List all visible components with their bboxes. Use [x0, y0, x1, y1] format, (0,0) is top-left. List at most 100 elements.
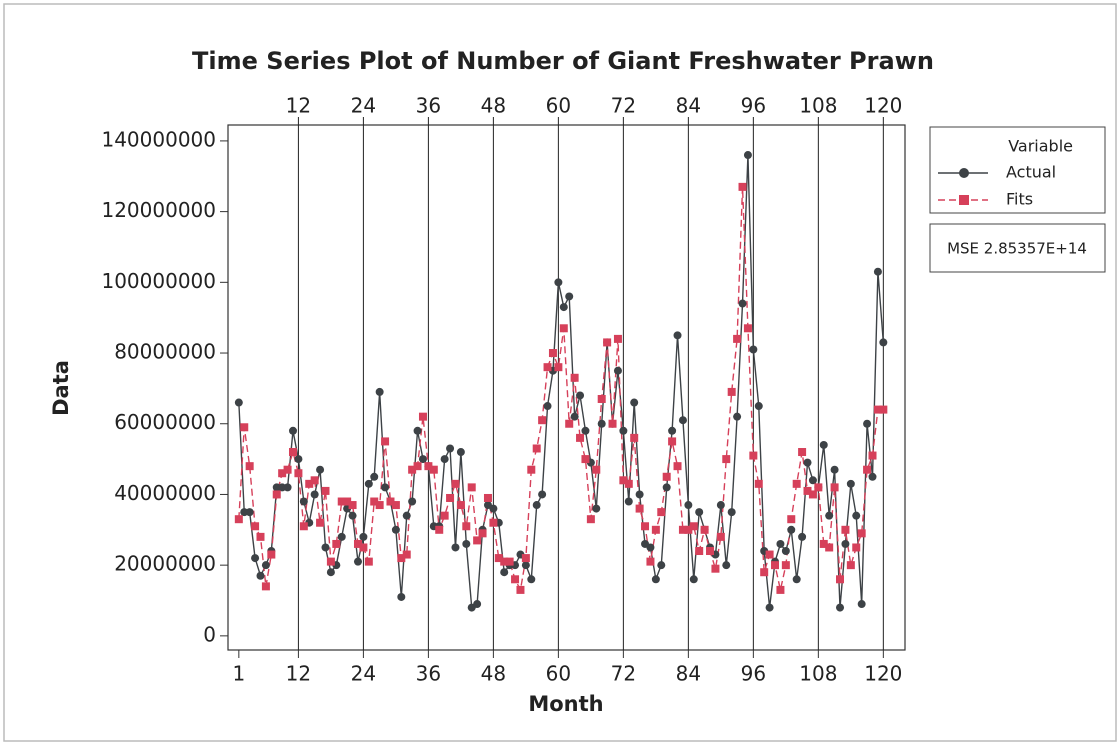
- fit-marker: [256, 532, 265, 541]
- fit-marker: [700, 525, 709, 534]
- fit-marker: [754, 479, 763, 488]
- actual-marker: [543, 402, 552, 411]
- fit-marker: [429, 465, 438, 474]
- y-tick-label: 140000000: [101, 127, 216, 151]
- fit-marker: [261, 582, 270, 591]
- fit-marker: [375, 501, 384, 510]
- actual-marker: [743, 151, 752, 160]
- actual-marker: [245, 508, 254, 517]
- fit-marker: [852, 543, 861, 552]
- fit-marker: [836, 575, 845, 584]
- actual-marker: [727, 508, 736, 517]
- actual-marker: [749, 345, 758, 354]
- fit-marker: [743, 324, 752, 333]
- fit-marker: [554, 363, 563, 372]
- actual-marker: [781, 547, 790, 556]
- fit-marker: [272, 490, 281, 499]
- x-tick-label: 1: [232, 662, 245, 686]
- fit-marker: [673, 462, 682, 471]
- actual-marker: [662, 483, 671, 492]
- fit-marker: [489, 518, 498, 527]
- y-tick-label: 20000000: [114, 552, 216, 576]
- fit-marker: [332, 539, 341, 548]
- fit-marker: [711, 564, 720, 573]
- x2-tick-label: 24: [351, 94, 376, 118]
- actual-marker: [353, 557, 362, 566]
- actual-marker: [678, 416, 687, 425]
- actual-marker: [288, 426, 297, 435]
- fit-marker: [565, 419, 574, 428]
- fit-marker: [776, 585, 785, 594]
- legend-label: Fits: [1006, 190, 1033, 209]
- x-tick-label: 48: [481, 662, 506, 686]
- actual-marker: [473, 600, 482, 609]
- fit-marker: [543, 363, 552, 372]
- fit-marker: [722, 455, 731, 464]
- actual-marker: [446, 444, 455, 453]
- fit-marker: [879, 405, 888, 414]
- fit-marker: [451, 479, 460, 488]
- fit-marker: [684, 525, 693, 534]
- annotation-box: [929, 223, 1106, 273]
- fit-marker: [662, 472, 671, 481]
- actual-marker: [391, 525, 400, 534]
- fit-marker: [657, 508, 666, 517]
- x-tick-label: 84: [676, 662, 701, 686]
- x-tick-label: 108: [799, 662, 837, 686]
- fit-marker: [408, 465, 417, 474]
- fit-marker: [771, 561, 780, 570]
- fit-marker: [299, 522, 308, 531]
- x2-tick-label: 96: [741, 94, 766, 118]
- actual-marker: [527, 575, 536, 584]
- fit-marker: [873, 405, 882, 414]
- fit-marker: [402, 550, 411, 559]
- x-tick-label: 96: [741, 662, 766, 686]
- actual-marker: [359, 532, 368, 541]
- actual-marker: [716, 501, 725, 510]
- fit-marker: [760, 568, 769, 577]
- fit-marker: [305, 479, 314, 488]
- legend-title: Variable: [1008, 137, 1073, 156]
- fit-marker: [288, 448, 297, 457]
- fit-marker: [353, 539, 362, 548]
- actual-marker: [462, 539, 471, 548]
- actual-marker: [765, 603, 774, 612]
- fit-marker: [245, 462, 254, 471]
- fit-marker: [559, 324, 568, 333]
- chart-title: Time Series Plot of Number of Giant Fres…: [192, 47, 934, 75]
- x2-tick-label: 60: [546, 94, 571, 118]
- plot-frame: [227, 124, 906, 651]
- x-tick-label: 72: [611, 662, 636, 686]
- fit-marker: [581, 455, 590, 464]
- actual-marker: [489, 504, 498, 513]
- fit-marker: [278, 469, 287, 478]
- actual-marker: [868, 472, 877, 481]
- actual-marker: [299, 497, 308, 506]
- actual-marker: [689, 575, 698, 584]
- fit-marker: [846, 561, 855, 570]
- fit-marker: [608, 419, 617, 428]
- actual-marker: [673, 331, 682, 340]
- x2-tick-label: 48: [481, 94, 506, 118]
- actual-marker: [256, 571, 265, 580]
- actual-marker: [624, 497, 633, 506]
- fit-marker: [473, 536, 482, 545]
- fit-marker: [456, 501, 465, 510]
- actual-marker: [554, 278, 563, 287]
- fit-marker: [446, 493, 455, 502]
- annotation: MSE 2.85357E+14: [947, 240, 1087, 258]
- fit-marker: [494, 554, 503, 563]
- fit-marker: [397, 554, 406, 563]
- actual-marker: [440, 455, 449, 464]
- y-tick-label: 0: [203, 622, 216, 646]
- fit-marker: [386, 497, 395, 506]
- fit-marker: [240, 423, 249, 432]
- fit-marker: [641, 522, 650, 531]
- actual-marker: [613, 366, 622, 375]
- actual-marker: [646, 543, 655, 552]
- legend-marker: [959, 195, 969, 205]
- fit-marker: [326, 557, 335, 566]
- x-tick-label: 120: [864, 662, 902, 686]
- actual-marker: [370, 472, 379, 481]
- actual-marker: [402, 511, 411, 520]
